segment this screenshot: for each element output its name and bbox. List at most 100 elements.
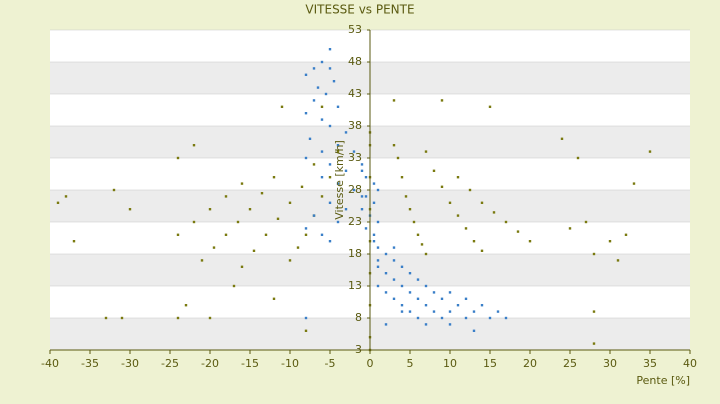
y-tick-label: 18: [348, 247, 362, 260]
y-tick-label: 53: [348, 23, 362, 36]
x-tick-label: 40: [683, 357, 697, 370]
point: [632, 182, 636, 185]
point: [516, 230, 520, 233]
point: [464, 297, 468, 300]
point: [364, 195, 368, 198]
point: [384, 323, 388, 326]
point: [336, 144, 340, 147]
point: [328, 163, 332, 166]
point: [424, 252, 428, 256]
point: [72, 240, 76, 243]
point: [264, 233, 268, 236]
chart-title: VITESSE vs PENTE: [305, 3, 414, 17]
point: [392, 297, 396, 300]
point: [304, 227, 308, 230]
y-tick-label: 48: [348, 55, 362, 68]
point: [432, 169, 436, 172]
point: [372, 201, 376, 204]
x-tick-label: -15: [241, 357, 259, 370]
point: [304, 329, 308, 332]
point: [320, 118, 324, 121]
point: [288, 201, 292, 204]
point: [184, 304, 188, 307]
point: [408, 310, 412, 313]
point: [128, 208, 132, 211]
point: [112, 188, 116, 192]
point: [440, 99, 444, 102]
point: [200, 259, 204, 262]
point: [400, 284, 404, 288]
point: [448, 201, 452, 204]
point: [352, 150, 356, 153]
point: [376, 259, 380, 262]
point: [456, 304, 460, 307]
point: [224, 195, 228, 198]
x-tick-label: 0: [367, 357, 374, 370]
x-tick-label: 30: [603, 357, 617, 370]
point: [328, 124, 332, 128]
point: [448, 310, 452, 313]
point: [432, 291, 436, 294]
point: [392, 99, 396, 102]
point: [440, 185, 444, 188]
point: [448, 291, 452, 294]
point: [416, 278, 420, 281]
point: [324, 92, 328, 96]
x-tick-label: 35: [643, 357, 657, 370]
point: [304, 233, 308, 236]
y-tick-label: 8: [355, 311, 362, 324]
point: [360, 163, 364, 166]
x-tick-label: 10: [443, 357, 457, 370]
point: [376, 246, 380, 249]
point: [176, 316, 180, 320]
point: [232, 284, 236, 288]
point: [320, 150, 324, 153]
point: [328, 48, 332, 51]
point: [400, 310, 404, 313]
point: [236, 220, 240, 224]
point: [360, 208, 364, 211]
point: [308, 137, 312, 140]
x-tick-label: -30: [121, 357, 139, 370]
point: [408, 272, 412, 275]
point: [336, 105, 340, 108]
point: [584, 220, 588, 224]
point: [504, 316, 508, 320]
point: [208, 208, 212, 211]
point: [316, 86, 320, 89]
point: [272, 176, 276, 179]
point: [176, 233, 180, 236]
point: [464, 227, 468, 230]
point: [472, 310, 476, 313]
point: [248, 208, 252, 211]
point: [344, 169, 348, 172]
point: [576, 156, 580, 160]
point: [424, 150, 428, 153]
point: [372, 233, 376, 236]
y-tick-label: 28: [348, 183, 362, 196]
point: [392, 278, 396, 281]
point: [496, 310, 500, 313]
point: [616, 259, 620, 262]
x-tick-label: 25: [563, 357, 577, 370]
point: [304, 156, 308, 160]
point: [376, 220, 380, 224]
point: [304, 112, 308, 115]
point: [624, 233, 628, 236]
point: [240, 182, 244, 185]
point: [300, 185, 304, 188]
point: [304, 316, 308, 320]
y-tick-label: 43: [348, 87, 362, 100]
point: [176, 156, 180, 160]
point: [432, 310, 436, 313]
point: [192, 144, 196, 147]
point: [360, 169, 364, 172]
point: [400, 304, 404, 307]
point: [336, 220, 340, 224]
point: [332, 80, 336, 83]
point: [480, 201, 484, 204]
point: [320, 105, 324, 108]
y-tick-label: 23: [348, 215, 362, 228]
point: [360, 195, 364, 198]
point: [312, 214, 316, 217]
